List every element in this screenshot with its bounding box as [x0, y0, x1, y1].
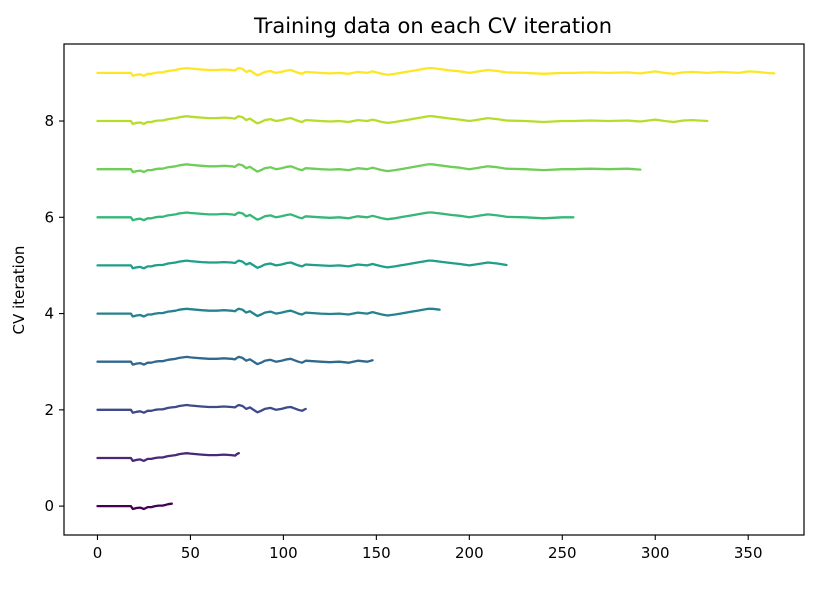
- series-line-iteration-2: [96, 403, 307, 414]
- y-axis-label: CV iteration: [10, 246, 28, 335]
- x-tick-label: 350: [734, 544, 763, 562]
- y-tick-label: 0: [44, 497, 54, 515]
- x-tick-label: 100: [269, 544, 298, 562]
- x-tick-label: 50: [181, 544, 200, 562]
- y-tick-label: 4: [44, 305, 54, 323]
- series-line-iteration-7: [96, 163, 642, 174]
- series-line-iteration-8: [96, 115, 709, 126]
- series-line-iteration-4: [96, 307, 441, 318]
- x-tick-label: 200: [455, 544, 484, 562]
- y-tick-label: 6: [44, 208, 54, 226]
- series-line-iteration-0: [96, 502, 173, 511]
- y-tick-label: 8: [44, 112, 54, 130]
- series-line-iteration-6: [96, 211, 575, 222]
- series-line-iteration-9: [96, 66, 776, 77]
- series-line-iteration-1: [96, 452, 240, 463]
- x-axis: 0 50 100 150 200 250 300 350: [93, 535, 763, 562]
- x-tick-label: 250: [548, 544, 577, 562]
- chart-title: Training data on each CV iteration: [253, 14, 612, 38]
- y-axis: 0 2 4 6 8: [44, 112, 64, 515]
- series-line-iteration-5: [96, 259, 508, 270]
- plot-frame: [63, 43, 805, 536]
- plot-lines: [96, 66, 776, 511]
- y-tick-label: 2: [44, 401, 54, 419]
- x-tick-label: 150: [362, 544, 391, 562]
- series-line-iteration-3: [96, 355, 374, 366]
- x-tick-label: 0: [93, 544, 103, 562]
- x-tick-label: 300: [641, 544, 670, 562]
